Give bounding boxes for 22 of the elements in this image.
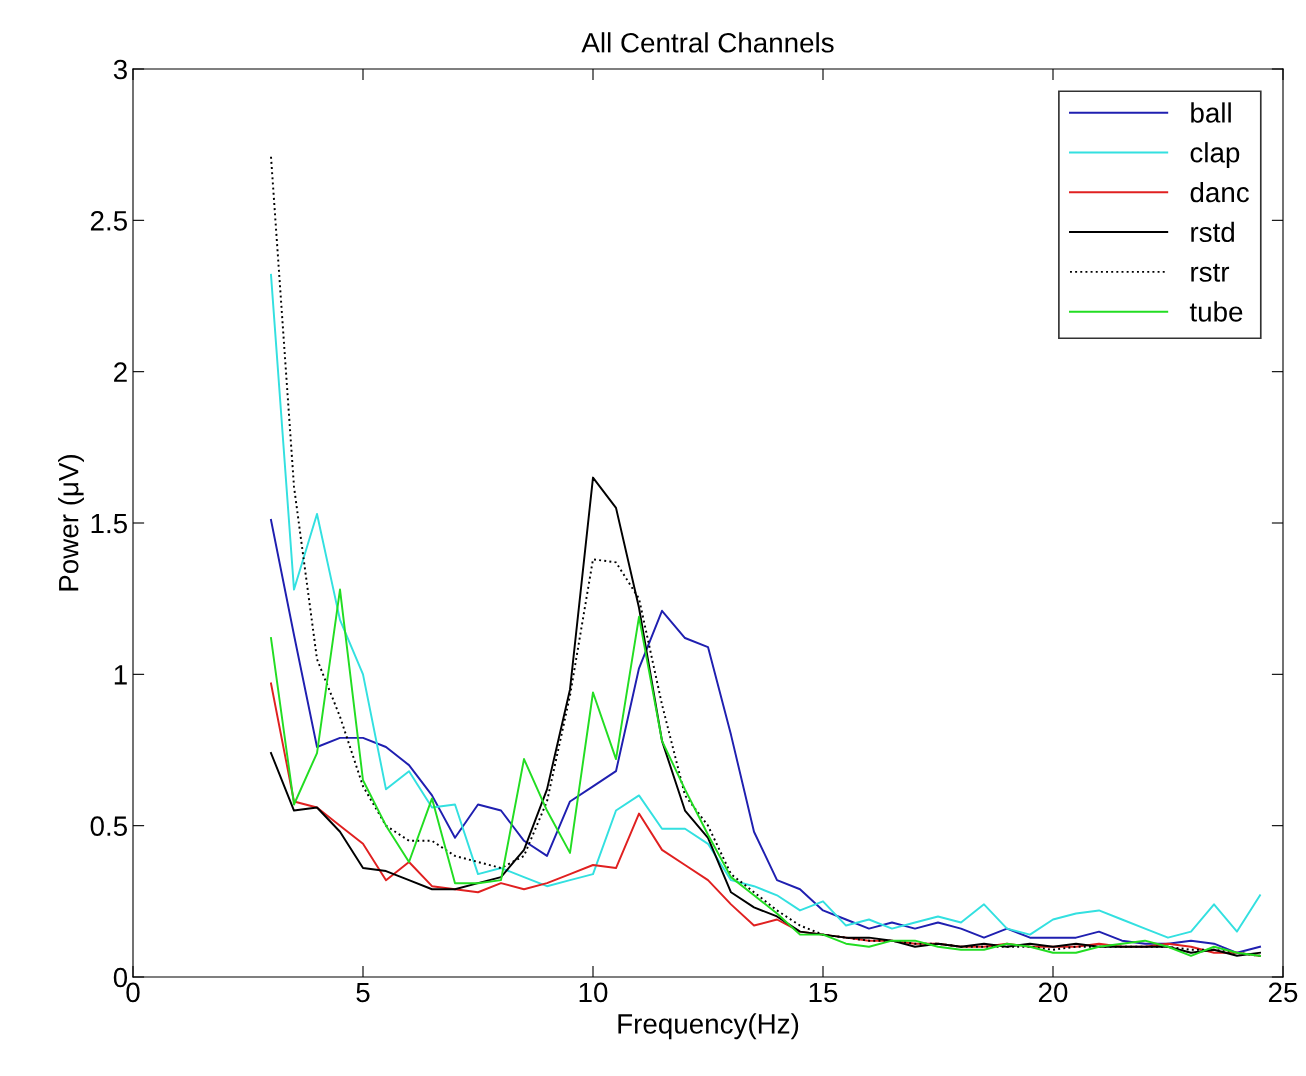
chart-title: All Central Channels: [581, 32, 834, 53]
x-tick-label: 20: [1038, 982, 1068, 1003]
legend-label: tube: [1189, 301, 1243, 322]
legend-label: clap: [1190, 142, 1240, 169]
x-tick-label: 25: [1268, 982, 1298, 1003]
legend-label: rstr: [1191, 263, 1230, 282]
legend-label: ball: [1191, 102, 1231, 123]
legend-label: rstd: [1191, 221, 1234, 243]
y-tick-label: 0: [113, 967, 128, 988]
y-tick-label: 1.5: [91, 513, 127, 534]
x-tick-label: 5: [356, 982, 370, 1003]
y-tick-label: 3: [113, 59, 127, 80]
y-tick-label: 2: [114, 362, 127, 382]
x-tick-label: 10: [579, 982, 608, 1003]
y-tick-label: 2.5: [90, 211, 127, 231]
y-tick-label: 1: [114, 665, 127, 685]
y-axis-title: Power (μV): [58, 454, 84, 591]
x-axis-title: Frequency(Hz): [618, 1013, 799, 1040]
y-tick-label: 0.5: [90, 816, 127, 837]
x-tick-label: 15: [809, 982, 838, 1003]
legend-label: danc: [1190, 181, 1249, 203]
line-series: [270, 588, 1261, 957]
